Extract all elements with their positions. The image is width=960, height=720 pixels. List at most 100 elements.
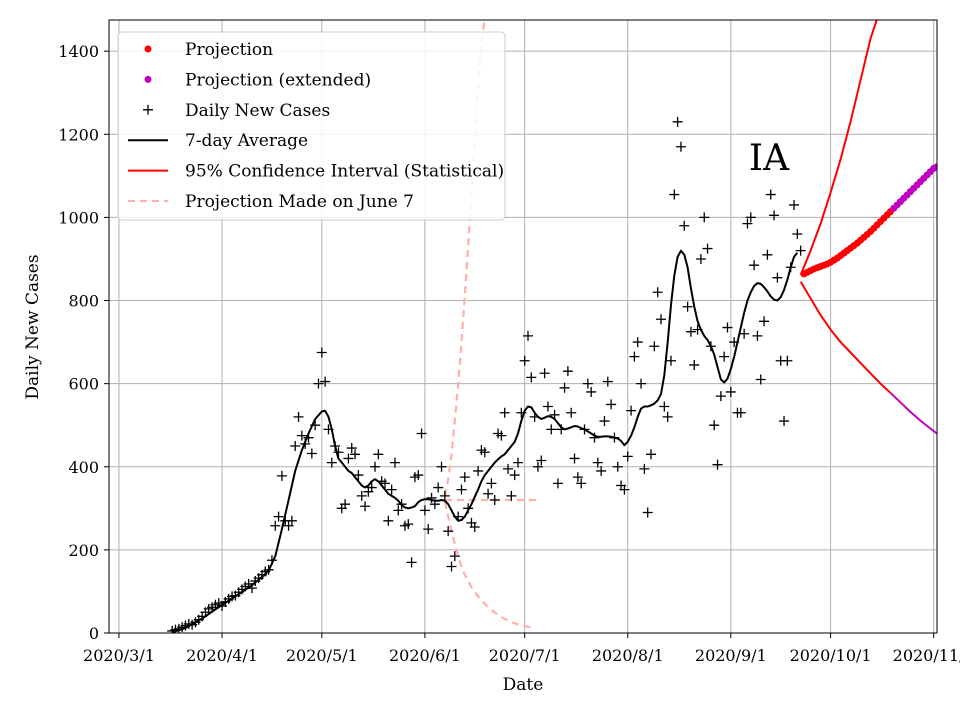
- daily-case-marker: [572, 472, 583, 483]
- daily-case-marker: [483, 488, 494, 499]
- daily-case-marker: [566, 407, 577, 418]
- daily-case-marker: [346, 443, 357, 454]
- daily-case-marker: [356, 490, 367, 501]
- daily-case-marker: [439, 490, 450, 501]
- projection-extended-point: [933, 163, 937, 171]
- daily-case-marker: [519, 355, 530, 366]
- daily-case-marker: [403, 519, 414, 530]
- daily-case-marker: [755, 374, 766, 385]
- legend-label-daily: Daily New Cases: [185, 101, 330, 121]
- daily-case-marker: [792, 229, 803, 240]
- ci-lower-extended-line: [889, 392, 937, 435]
- daily-case-marker: [290, 440, 301, 451]
- daily-case-marker: [449, 551, 460, 562]
- daily-case-marker: [742, 218, 753, 229]
- legend-label-june_projection: Projection Made on June 7: [185, 192, 414, 212]
- daily-case-marker: [389, 457, 400, 468]
- daily-case-marker: [459, 472, 470, 483]
- x-tick-label: 2020/4/1: [186, 646, 258, 665]
- daily-case-marker: [752, 330, 763, 341]
- y-tick-label: 1200: [58, 125, 99, 144]
- daily-case-marker: [599, 416, 610, 427]
- daily-case-marker: [552, 478, 563, 489]
- plot-frame: [108, 19, 938, 634]
- daily-case-marker: [370, 461, 381, 472]
- daily-case-marker: [503, 463, 514, 474]
- x-tick-label: 2020/10/1: [790, 646, 872, 665]
- daily-case-marker: [632, 337, 643, 348]
- daily-case-marker: [679, 220, 690, 231]
- x-tick-label: 2020/6/1: [389, 646, 461, 665]
- daily-case-marker: [436, 461, 447, 472]
- daily-case-marker: [689, 359, 700, 370]
- daily-case-marker: [562, 366, 573, 377]
- daily-case-marker: [413, 470, 424, 481]
- daily-case-marker: [669, 189, 680, 200]
- daily-case-marker: [749, 260, 760, 271]
- legend-label-average: 7-day Average: [185, 131, 308, 151]
- daily-case-marker: [769, 210, 780, 221]
- daily-case-marker: [326, 457, 337, 468]
- y-tick-label: 1400: [58, 42, 99, 61]
- daily-case-marker: [350, 449, 361, 460]
- daily-case-marker: [406, 557, 417, 568]
- legend-box: [117, 31, 506, 221]
- y-tick-label: 600: [68, 375, 99, 394]
- daily-case-marker: [722, 322, 733, 333]
- daily-case-marker: [619, 484, 630, 495]
- daily-case-marker: [313, 378, 324, 389]
- daily-case-marker: [383, 515, 394, 526]
- daily-case-marker: [745, 212, 756, 223]
- daily-case-marker: [665, 355, 676, 366]
- june-projection-lower-line: [443, 501, 535, 630]
- ci-upper-line: [799, 20, 878, 276]
- daily-case-marker: [293, 411, 304, 422]
- daily-case-marker: [602, 376, 613, 387]
- daily-case-marker: [636, 378, 647, 389]
- daily-case-marker: [672, 116, 683, 127]
- daily-case-marker: [273, 511, 284, 522]
- daily-case-marker: [513, 457, 524, 468]
- daily-case-marker: [626, 405, 637, 416]
- daily-case-marker: [386, 484, 397, 495]
- daily-case-marker: [489, 495, 500, 506]
- daily-case-marker: [612, 461, 623, 472]
- daily-case-marker: [443, 526, 454, 537]
- x-tick-label: 2020/11/1: [893, 646, 960, 665]
- legend-swatch-projection: [144, 45, 152, 53]
- daily-case-marker: [719, 351, 730, 362]
- daily-case-marker: [675, 141, 686, 152]
- ci-lower-line: [799, 281, 892, 394]
- daily-case-marker: [546, 424, 557, 435]
- daily-case-marker: [416, 428, 427, 439]
- x-tick-label: 2020/9/1: [695, 646, 767, 665]
- daily-case-marker: [569, 453, 580, 464]
- daily-case-marker: [739, 328, 750, 339]
- daily-case-marker: [456, 484, 467, 495]
- y-tick-label: 200: [68, 541, 99, 560]
- daily-case-marker: [306, 448, 317, 459]
- y-tick-label: 1000: [58, 208, 99, 227]
- daily-case-marker: [486, 478, 497, 489]
- grid: [109, 20, 937, 634]
- seven-day-average-line: [171, 249, 799, 633]
- daily-case-marker: [316, 347, 327, 358]
- daily-case-marker: [662, 411, 673, 422]
- daily-case-marker: [426, 492, 437, 503]
- legend-swatch-projection_extended: [144, 75, 152, 83]
- daily-case-marker: [762, 249, 773, 260]
- daily-case-marker: [725, 386, 736, 397]
- daily-case-marker: [649, 341, 660, 352]
- daily-case-marker: [532, 461, 543, 472]
- legend-swatch-daily: [143, 104, 153, 115]
- daily-case-marker: [699, 212, 710, 223]
- daily-case-marker: [659, 401, 670, 412]
- daily-case-marker: [286, 515, 297, 526]
- daily-case-marker: [526, 372, 537, 383]
- y-tick-label: 0: [89, 624, 99, 643]
- daily-case-marker: [702, 243, 713, 254]
- daily-case-marker: [320, 376, 331, 387]
- daily-case-marker: [423, 524, 434, 535]
- daily-case-marker: [715, 391, 726, 402]
